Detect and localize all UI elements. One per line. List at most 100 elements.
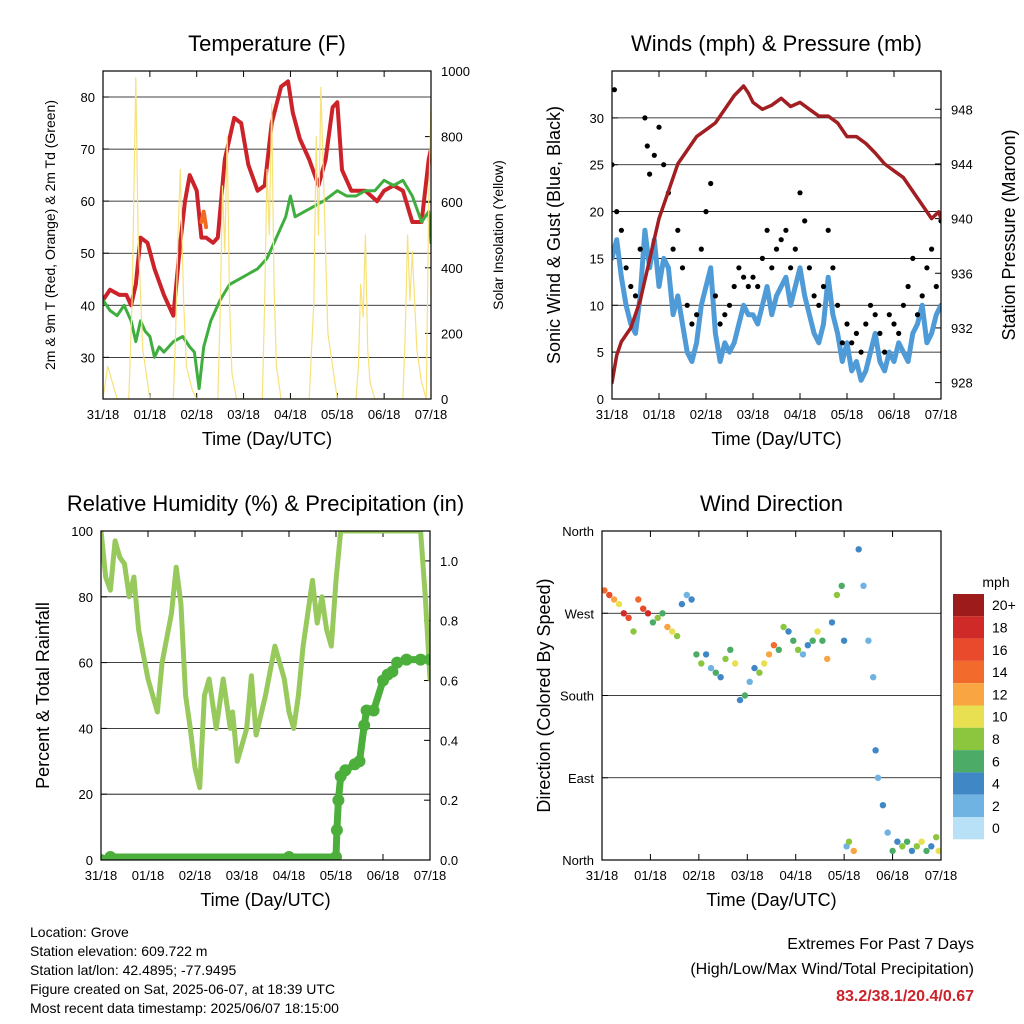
y2-tick-label: 0: [441, 392, 448, 407]
gust-point: [670, 246, 676, 252]
precip-point: [367, 704, 380, 717]
legend-swatch: [953, 594, 984, 617]
extremes-title: Extremes For Past 7 Days: [787, 936, 974, 953]
legend-swatch: [953, 616, 984, 639]
gust-point: [839, 340, 845, 346]
gust-point: [755, 283, 761, 290]
y2-axis-label: Solar Insolation (Yellow): [490, 160, 506, 310]
direction-point: [819, 637, 826, 644]
direction-point: [775, 646, 782, 653]
gust-point: [612, 87, 617, 93]
x-tick-label: 01/18: [132, 868, 165, 883]
y2-tick-label: 0.0: [440, 853, 458, 868]
direction-point: [860, 582, 867, 589]
y-tick-label: North: [562, 524, 594, 539]
panel-4: Wind DirectionNorthEastSouthWestNorth31/…: [534, 491, 1016, 910]
direction-point: [649, 619, 657, 626]
gust-point: [919, 293, 925, 299]
gust-point: [877, 330, 883, 336]
gust-point: [745, 283, 751, 290]
gust-point: [651, 152, 657, 158]
gust-point: [820, 283, 827, 290]
precip-point: [386, 665, 399, 678]
direction-point: [693, 651, 700, 658]
precip-point: [414, 653, 427, 666]
extremes-subtitle: (High/Low/Max Wind/Total Precipitation): [690, 961, 974, 978]
x-tick-label: 07/18: [415, 407, 448, 422]
gust-point: [849, 340, 855, 346]
wind-line: [612, 227, 941, 383]
x-tick-label: 05/18: [828, 868, 861, 883]
direction-point: [850, 847, 857, 855]
direction-point: [746, 678, 753, 685]
direction-point: [727, 646, 734, 653]
x-tick-label: 31/18: [586, 868, 619, 883]
x-tick-label: 06/18: [367, 868, 400, 883]
direction-point: [669, 628, 676, 635]
direction-point: [678, 600, 686, 608]
y-tick-label: 100: [71, 524, 93, 539]
pressure-line: [612, 84, 941, 385]
gust-point: [656, 124, 662, 130]
direction-point: [644, 610, 652, 617]
y-tick-label: 25: [590, 158, 604, 173]
y-tick-label: 40: [79, 721, 93, 736]
y-tick-label: 0: [86, 853, 93, 868]
direction-point: [606, 591, 613, 599]
gust-point: [811, 293, 817, 299]
x-tick-label: 01/18: [134, 407, 167, 422]
gust-point: [642, 115, 648, 121]
plot-area: [101, 531, 430, 860]
direction-point: [865, 637, 872, 644]
gust-point: [736, 265, 742, 271]
gust-point: [886, 312, 892, 318]
gust-point: [924, 265, 930, 271]
x-tick-label: 06/18: [878, 407, 911, 422]
y2-tick-label: 800: [441, 130, 463, 145]
direction-point: [698, 660, 705, 667]
direction-point: [918, 838, 925, 845]
legend-swatch: [953, 772, 984, 795]
direction-point: [879, 802, 887, 809]
legend-swatch: [953, 683, 984, 706]
y2-tick-label: 940: [951, 212, 973, 227]
gust-point: [632, 293, 639, 299]
direction-point: [840, 637, 848, 644]
chart-title: Relative Humidity (%) & Precipitation (i…: [67, 491, 464, 516]
y-tick-label: 10: [590, 298, 604, 313]
direction-point: [732, 660, 739, 667]
direction-point: [717, 674, 724, 681]
y-tick-label: 50: [81, 246, 95, 261]
y2-tick-label: 0.8: [440, 614, 458, 629]
legend-label: 4: [992, 776, 1000, 792]
legend-swatch: [953, 638, 984, 661]
x-tick-label: 03/18: [737, 407, 770, 422]
direction-point: [625, 614, 632, 621]
gust-point: [910, 255, 916, 261]
rh-line: [101, 531, 430, 791]
dewpoint-line: [103, 178, 431, 391]
y-tick-label: East: [568, 771, 594, 786]
direction-point: [765, 651, 773, 658]
info-latest: Most recent data timestamp: 2025/06/07 1…: [30, 1000, 339, 1016]
gust-point: [628, 283, 634, 290]
x-axis-label: Time (Day/UTC): [706, 890, 836, 910]
y-tick-label: South: [560, 689, 594, 704]
x-axis-label: Time (Day/UTC): [711, 429, 841, 449]
plot-area: [612, 84, 941, 385]
direction-point: [770, 642, 778, 649]
direction-point: [872, 747, 879, 754]
direction-point: [630, 628, 637, 635]
legend-label: 14: [992, 664, 1008, 680]
legend-swatch: [953, 817, 984, 840]
legend-swatch: [953, 794, 984, 817]
gust-point: [712, 293, 719, 299]
direction-point: [899, 843, 906, 850]
precip-point: [339, 764, 352, 777]
y2-tick-label: 1.0: [440, 554, 458, 569]
direction-point: [683, 591, 690, 599]
precip-point: [104, 851, 117, 860]
direction-point: [736, 696, 744, 704]
direction-point: [923, 847, 930, 855]
legend-swatch: [953, 750, 984, 773]
